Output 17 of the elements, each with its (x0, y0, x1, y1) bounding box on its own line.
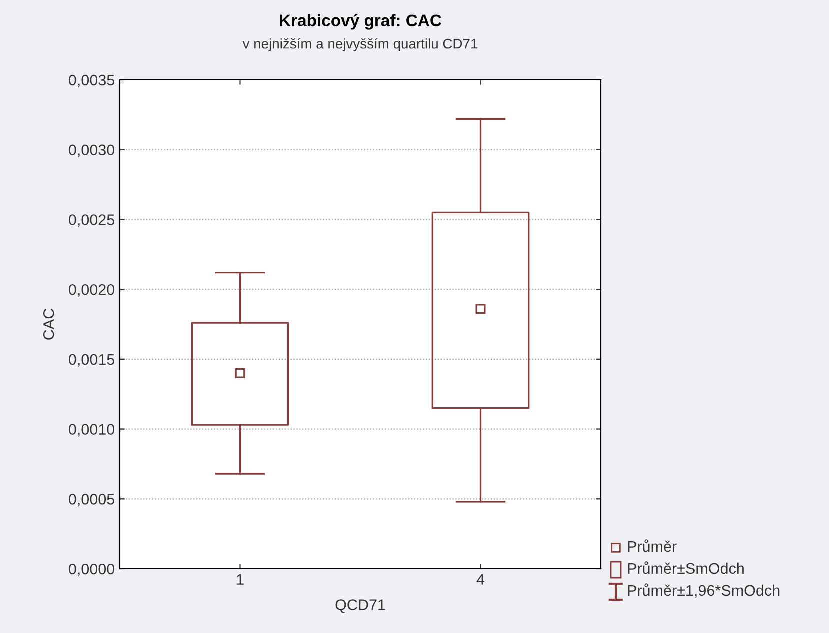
y-tick-label: 0,0025 (69, 214, 115, 228)
y-tick-label: 0,0015 (69, 354, 115, 367)
y-axis-title: CAC (43, 308, 54, 340)
chart-subtitle: v nejnižším a nejvyšším quartilu CD71 (242, 38, 478, 52)
text: Průměr±SmOdch (628, 562, 744, 574)
y-tick-label: 0,0035 (69, 74, 115, 88)
y-tick-label: 0,0005 (69, 494, 115, 507)
y-tick-label: 0,0010 (69, 424, 115, 437)
x-axis-title: QCD71 (336, 600, 386, 614)
text: Průměr±1,96*SmOdch (628, 584, 780, 598)
text: Průměr (628, 540, 677, 552)
y-tick-label: 0,0000 (69, 564, 115, 576)
x-tick-label: 1 (237, 574, 244, 585)
y-tick-label: 0,0020 (69, 284, 115, 298)
y-tick-label: 0,0030 (69, 144, 115, 158)
x-tick-label: 4 (476, 574, 485, 585)
chart-title: Krabicový graf: CAC (280, 14, 442, 30)
